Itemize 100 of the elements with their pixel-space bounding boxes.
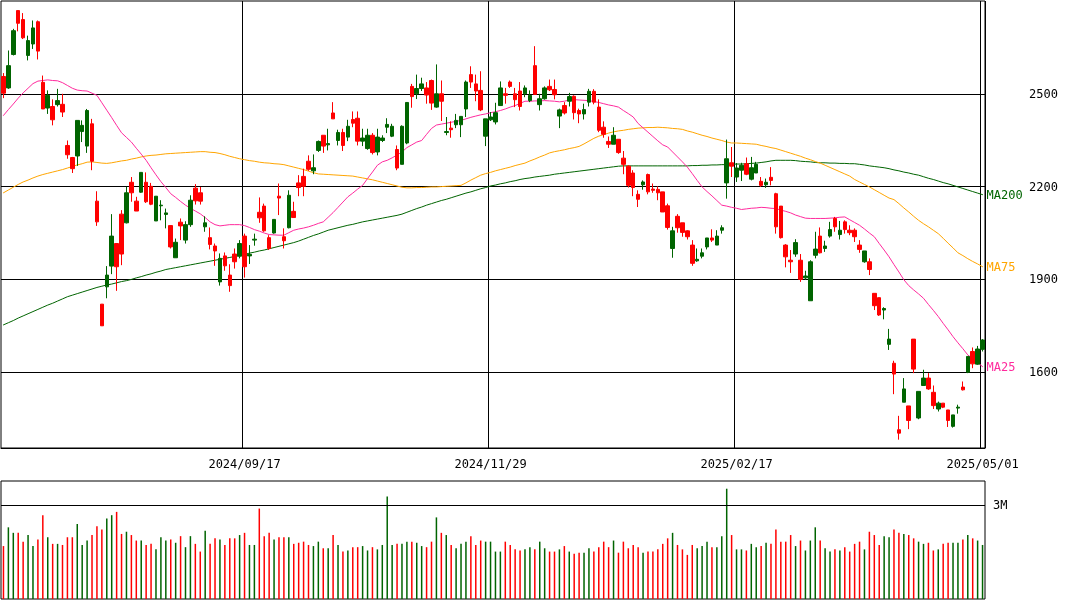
candlestick — [45, 89, 50, 115]
candlestick — [798, 253, 803, 283]
candlestick — [287, 189, 291, 229]
candlestick — [833, 216, 837, 233]
candlestick — [587, 88, 591, 107]
x-tick-label: 2025/02/17 — [700, 457, 773, 471]
candlestick — [282, 227, 286, 249]
candlestick — [90, 118, 94, 171]
candlestick — [129, 176, 134, 203]
candlestick — [478, 70, 483, 112]
candlestick — [729, 146, 734, 178]
candlestick — [606, 135, 611, 149]
candlestick — [582, 103, 586, 120]
candlestick — [134, 196, 139, 212]
candlestick — [941, 402, 945, 409]
candlestick — [208, 226, 212, 250]
y-tick-label: 2200 — [1029, 179, 1058, 194]
candlestick — [105, 265, 109, 299]
candlestick — [41, 75, 45, 110]
candlestick — [311, 153, 316, 175]
candlestick — [65, 140, 70, 160]
candlestick — [715, 229, 719, 246]
candlestick — [247, 244, 252, 265]
candlestick — [237, 239, 242, 259]
candlestick — [720, 224, 724, 235]
candlestick — [464, 80, 468, 118]
candlestick — [173, 238, 178, 259]
candlestick — [911, 338, 916, 374]
candlestick — [395, 144, 399, 171]
candlestick — [769, 166, 773, 186]
x-tick-label: 2024/09/17 — [208, 457, 281, 471]
candlestick — [557, 108, 562, 129]
candlestick — [242, 233, 247, 279]
candlestick — [636, 189, 640, 208]
candlestick — [139, 171, 143, 194]
candlestick — [203, 215, 207, 233]
candlestick — [95, 190, 99, 227]
candlestick — [331, 101, 335, 120]
candlestick — [533, 45, 537, 95]
x-tick-label: 2025/05/01 — [946, 457, 1019, 471]
candlestick — [164, 208, 168, 229]
candlestick — [498, 80, 503, 107]
candlestick — [862, 250, 867, 264]
candlestick — [882, 306, 886, 320]
candlestick — [744, 157, 749, 176]
candlestick — [336, 129, 340, 146]
candlestick — [109, 213, 114, 275]
candlestick — [267, 234, 271, 251]
candlestick — [567, 92, 572, 107]
x-tick-label: 2024/11/29 — [454, 457, 527, 471]
candlestick — [936, 401, 941, 412]
candlestick — [759, 176, 763, 188]
candlestick — [410, 83, 414, 109]
candlestick — [931, 385, 936, 410]
candlestick — [926, 372, 931, 391]
candlestick — [764, 178, 768, 189]
candlestick — [902, 377, 906, 403]
candlestick — [961, 380, 965, 391]
candlestick — [528, 89, 532, 103]
candlestick — [670, 226, 675, 259]
candlestick — [906, 405, 911, 430]
candlestick — [621, 150, 626, 175]
candlestick — [355, 110, 360, 146]
candlestick — [70, 156, 75, 174]
candlestick — [232, 247, 237, 270]
candlestick — [36, 19, 40, 60]
candlestick — [921, 369, 926, 387]
candlestick — [710, 228, 714, 243]
candlestick — [867, 257, 872, 276]
series-label: MA75 — [986, 259, 1016, 274]
candlestick — [838, 220, 842, 240]
candlestick — [592, 88, 596, 105]
y-tick-label: 1600 — [1029, 365, 1058, 380]
candlestick — [124, 186, 129, 224]
candlestick — [316, 140, 321, 153]
candlestick — [439, 80, 444, 122]
candlestick — [277, 183, 281, 216]
candlestick — [828, 221, 832, 239]
candlestick — [252, 233, 257, 247]
candlestick — [444, 116, 449, 136]
candlestick — [6, 49, 11, 90]
candlestick — [223, 252, 227, 272]
series-label: MA25 — [986, 359, 1016, 374]
y-tick-label: 2500 — [1029, 86, 1058, 101]
candlestick — [508, 80, 512, 89]
candlestick — [434, 63, 439, 109]
candlestick — [11, 28, 16, 56]
candlestick — [341, 128, 345, 152]
candlestick — [616, 138, 621, 155]
candlestick — [966, 355, 970, 374]
candlestick — [1, 72, 6, 99]
candlestick — [321, 134, 326, 154]
candlestick — [793, 238, 798, 258]
candlestick — [916, 390, 921, 420]
candlestick — [449, 120, 453, 139]
candlestick — [326, 128, 330, 151]
candlestick — [503, 87, 508, 105]
y-tick-label: 1900 — [1029, 272, 1058, 287]
candlestick — [843, 219, 847, 235]
candlestick — [611, 126, 616, 145]
